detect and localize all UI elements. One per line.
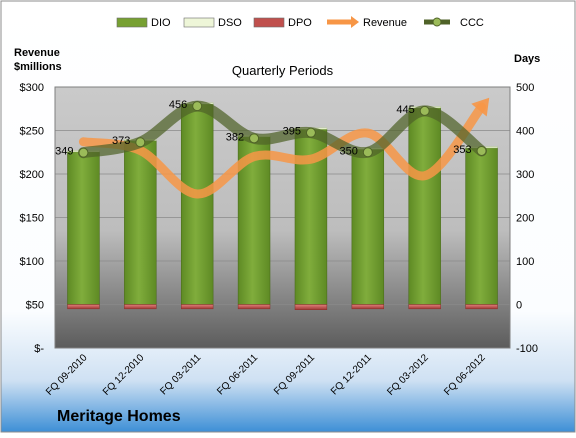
right-tick-label: 0	[516, 300, 522, 312]
legend-label-ccc: CCC	[460, 17, 484, 29]
legend-label-dpo: DPO	[288, 17, 312, 29]
revenue-arrow-head	[471, 97, 490, 117]
dio-bar	[465, 147, 498, 305]
left-axis-title-line2: $millions	[14, 61, 62, 73]
dpo-bar	[124, 304, 157, 310]
left-tick-label: $200	[20, 169, 44, 181]
right-tick-label: 200	[516, 213, 534, 225]
right-tick-label: 400	[516, 126, 534, 138]
legend-marker-icon	[432, 17, 442, 27]
ccc-data-label: 456	[169, 99, 187, 111]
ccc-data-label: 353	[453, 144, 471, 156]
ccc-data-label: 373	[112, 135, 130, 147]
ccc-data-label: 382	[226, 131, 244, 143]
ccc-point	[476, 145, 487, 156]
right-tick-label: 500	[516, 82, 534, 94]
dpo-bar	[181, 304, 214, 310]
legend-label-dso: DSO	[218, 17, 242, 29]
dio-bar	[408, 107, 441, 305]
ccc-data-label: 349	[55, 146, 73, 158]
dio-bar	[351, 148, 385, 305]
legend-swatch-dso	[183, 17, 215, 28]
legend-arrow-icon	[351, 16, 359, 28]
left-axis-title-line1: Revenue	[14, 47, 60, 59]
ccc-point	[362, 147, 373, 158]
plot-border	[54, 86, 511, 349]
dpo-bar	[237, 304, 271, 310]
legend-label-revenue: Revenue	[363, 17, 407, 29]
dio-bar	[180, 103, 214, 305]
ccc-data-label: 395	[283, 126, 301, 138]
right-axis-title: Days	[514, 53, 540, 65]
chart-title: Quarterly Periods	[232, 63, 334, 78]
ccc-point	[249, 133, 260, 144]
ccc-data-label: 350	[339, 145, 357, 157]
left-tick-label: $100	[20, 256, 44, 268]
right-tick-label: 300	[516, 169, 534, 181]
dio-bar	[67, 151, 100, 305]
ccc-point	[192, 101, 203, 112]
ccc-data-label: 445	[396, 104, 414, 116]
dio-bar	[124, 140, 157, 305]
ccc-point	[78, 147, 89, 158]
dpo-bar	[351, 304, 384, 310]
left-tick-label: $150	[20, 213, 44, 225]
legend-swatch-dpo	[253, 17, 285, 28]
ccc-point	[305, 127, 316, 138]
ccc-point	[419, 105, 430, 116]
left-tick-label: $-	[34, 343, 44, 355]
dpo-bar	[67, 304, 100, 310]
dpo-bar	[294, 304, 328, 310]
revenue-line	[78, 102, 487, 199]
dpo-bar	[465, 304, 498, 310]
left-tick-label: $300	[20, 82, 44, 94]
legend-swatch-dio	[116, 17, 148, 28]
ccc-point	[135, 137, 146, 148]
legend-label-dio: DIO	[151, 17, 171, 29]
right-tick-label: 100	[516, 256, 534, 268]
left-tick-label: $50	[26, 300, 44, 312]
left-tick-label: $250	[20, 126, 44, 138]
right-tick-label: -100	[516, 343, 538, 355]
dpo-bar	[408, 304, 441, 310]
company-name: Meritage Homes	[57, 408, 181, 425]
